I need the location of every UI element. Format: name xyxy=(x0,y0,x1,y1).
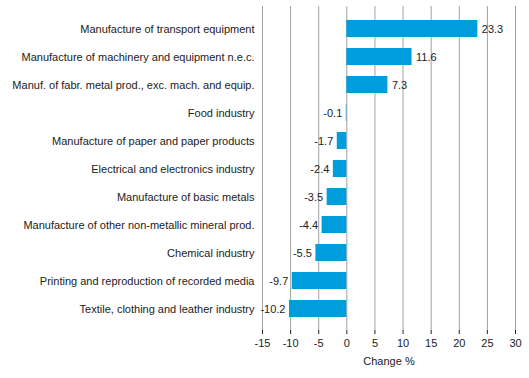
svg-text:-9.7: -9.7 xyxy=(269,275,288,287)
svg-text:Change %: Change % xyxy=(363,355,415,367)
svg-text:Electrical and electronics ind: Electrical and electronics industry xyxy=(91,163,255,175)
svg-text:Manufacture of paper and paper: Manufacture of paper and paper products xyxy=(52,135,255,147)
svg-text:Food industry: Food industry xyxy=(188,107,255,119)
svg-text:0: 0 xyxy=(344,337,350,349)
svg-text:Manufacture of basic metals: Manufacture of basic metals xyxy=(117,191,255,203)
svg-text:Printing and reproduction of r: Printing and reproduction of recorded me… xyxy=(40,275,256,287)
svg-text:10: 10 xyxy=(397,337,409,349)
svg-text:7.3: 7.3 xyxy=(392,79,407,91)
svg-text:11.6: 11.6 xyxy=(416,51,437,63)
svg-text:Manuf. of fabr. metal prod., e: Manuf. of fabr. metal prod., exc. mach. … xyxy=(12,79,254,91)
svg-text:-2.4: -2.4 xyxy=(310,163,329,175)
svg-text:15: 15 xyxy=(425,337,437,349)
svg-text:-5.5: -5.5 xyxy=(293,247,312,259)
svg-text:Manufacture of other non-metal: Manufacture of other non-metallic minera… xyxy=(23,219,254,231)
svg-text:-3.5: -3.5 xyxy=(304,191,323,203)
svg-text:23.3: 23.3 xyxy=(482,23,503,35)
svg-text:-10.2: -10.2 xyxy=(260,303,285,315)
svg-text:-0.1: -0.1 xyxy=(323,107,342,119)
svg-text:Chemical industry: Chemical industry xyxy=(167,247,255,259)
svg-text:Textile, clothing and leather: Textile, clothing and leather industry xyxy=(80,303,255,315)
svg-text:Manufacture of transport equip: Manufacture of transport equipment xyxy=(80,23,254,35)
svg-text:-15: -15 xyxy=(255,337,271,349)
svg-text:-10: -10 xyxy=(283,337,299,349)
svg-text:Manufacture of machinery and e: Manufacture of machinery and equipment n… xyxy=(22,51,255,63)
svg-text:20: 20 xyxy=(453,337,465,349)
svg-text:5: 5 xyxy=(372,337,378,349)
svg-text:30: 30 xyxy=(509,337,521,349)
svg-text:-1.7: -1.7 xyxy=(314,135,333,147)
svg-text:-4.4: -4.4 xyxy=(299,219,318,231)
svg-text:25: 25 xyxy=(481,337,493,349)
svg-text:-5: -5 xyxy=(314,337,324,349)
